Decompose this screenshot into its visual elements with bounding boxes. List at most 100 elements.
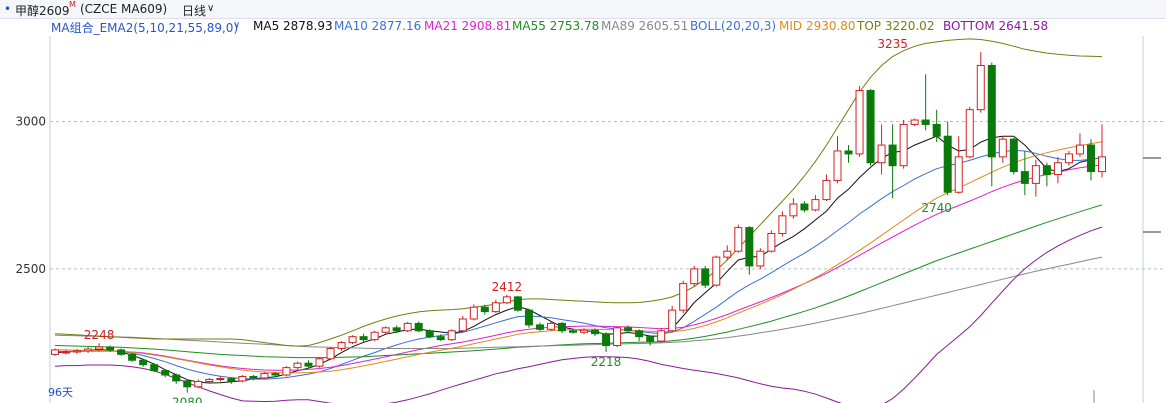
candle-body-up	[194, 380, 203, 388]
candle-body-up	[216, 378, 225, 381]
candle-body-up	[62, 351, 71, 354]
chevron-down-icon[interactable]: ∨	[207, 3, 215, 14]
legend-mid: MID 2930.80	[779, 19, 856, 33]
candle-body-down	[436, 336, 445, 341]
candle-body-up	[1075, 144, 1084, 155]
candle-body-up	[73, 350, 82, 353]
ma-group-selector[interactable]: MA组合_EMA2(5,10,21,55,89,0)	[51, 21, 239, 35]
series-mid	[55, 141, 1103, 374]
candle-body-up	[337, 342, 346, 349]
candle-body-down	[800, 203, 809, 211]
candle-body-down	[557, 322, 566, 332]
candle-body-up	[326, 347, 335, 360]
period-selector[interactable]: 日线	[182, 4, 207, 18]
extreme-value-label: 2218	[591, 355, 622, 369]
legend-bottom: BOTTOM 2641.58	[943, 19, 1049, 33]
candle-body-down	[535, 324, 544, 330]
legend-ma89: MA89 2605.51	[601, 19, 689, 33]
series-ma10	[54, 149, 1103, 380]
candle-body-down	[227, 378, 236, 382]
candle-body-up	[447, 330, 456, 341]
candle-body-up	[679, 283, 688, 311]
candle-body-down	[304, 362, 313, 367]
candle-body-up	[855, 90, 864, 155]
extreme-value-label: 3235	[877, 37, 908, 51]
candle-body-up	[756, 250, 765, 267]
candle-body-up	[1098, 156, 1106, 173]
candle-body-down	[646, 336, 655, 342]
candle-body-up	[690, 268, 699, 285]
candle-body-up	[370, 331, 379, 341]
candle-body-down	[745, 227, 754, 267]
candle-body-up	[95, 346, 104, 350]
candle-body-up	[789, 203, 798, 217]
candle-body-up	[1053, 162, 1062, 176]
candle-body-down	[414, 322, 423, 332]
candle-body-up	[734, 227, 743, 252]
candle-body-up	[965, 109, 974, 158]
candle-body-up	[613, 327, 622, 347]
candle-body-up	[833, 150, 842, 181]
candle-body-down	[150, 364, 159, 372]
instrument-name[interactable]: 甲醇2609	[15, 4, 70, 18]
legend-ma10: MA10 2877.16	[334, 19, 422, 33]
candle-body-down	[844, 150, 853, 155]
candle-body-down	[987, 64, 996, 158]
candle-body-up	[657, 330, 666, 342]
candle-body-down	[1042, 165, 1051, 176]
main-contract-mark: M	[69, 0, 76, 9]
candle-body-down	[591, 329, 600, 335]
candle-body-up	[899, 123, 908, 167]
candle-body-up	[546, 322, 555, 330]
candle-body-up	[954, 156, 963, 193]
legend-ma55: MA55 2753.78	[512, 19, 600, 33]
candle-body-down	[359, 336, 368, 341]
candle-body-up	[1064, 153, 1073, 164]
candle-body-up	[282, 367, 291, 376]
candle-body-down	[425, 330, 434, 338]
chevron-down-icon[interactable]: ∨	[233, 20, 241, 31]
candle-body-up	[910, 119, 919, 125]
candle-body-up	[403, 322, 412, 332]
candle-body-up	[723, 250, 732, 258]
legend-ma21: MA21 2908.81	[424, 19, 512, 33]
candle-body-down	[513, 296, 522, 311]
candle-body-up	[1031, 165, 1040, 184]
candle-body-up	[502, 296, 511, 304]
candle-body-up	[51, 349, 59, 355]
candle-body-down	[943, 135, 952, 193]
candle-body-down	[480, 306, 489, 313]
candle-body-up	[580, 329, 589, 333]
candle-body-up	[712, 256, 721, 286]
candle-body-up	[778, 215, 787, 235]
candle-body-down	[1020, 171, 1029, 184]
candle-body-down	[635, 330, 644, 338]
y-tick-label: 2500	[15, 262, 46, 276]
candle-body-up	[668, 309, 677, 332]
candle-body-up	[205, 378, 214, 382]
candle-body-down	[139, 359, 148, 366]
candle-body-up	[260, 373, 269, 379]
candle-body-up	[293, 362, 302, 369]
candle-body-down	[106, 346, 115, 351]
candle-body-up	[877, 144, 886, 164]
candle-body-down	[271, 373, 280, 376]
series-top	[54, 38, 1103, 347]
candle-body-down	[568, 330, 577, 333]
extreme-value-label: 2412	[492, 280, 523, 294]
candle-body-up	[315, 358, 324, 367]
series-ma21	[55, 164, 1103, 371]
candle-body-up	[469, 306, 478, 320]
candle-body-up	[381, 327, 390, 333]
chart-header: • 甲醇2609 M (CZCE MA609) 日线 ∨	[0, 0, 1166, 19]
indicator-legend: MA组合_EMA2(5,10,21,55,89,0) ∨ MA5 2878.93…	[0, 18, 1166, 36]
candle-body-down	[921, 119, 930, 125]
candle-body-up	[998, 138, 1007, 158]
visible-days-label: 96天	[48, 386, 73, 399]
candle-body-down	[624, 327, 633, 332]
candle-body-down	[161, 370, 170, 376]
candle-body-down	[1086, 144, 1095, 173]
candle-body-up	[822, 179, 831, 201]
